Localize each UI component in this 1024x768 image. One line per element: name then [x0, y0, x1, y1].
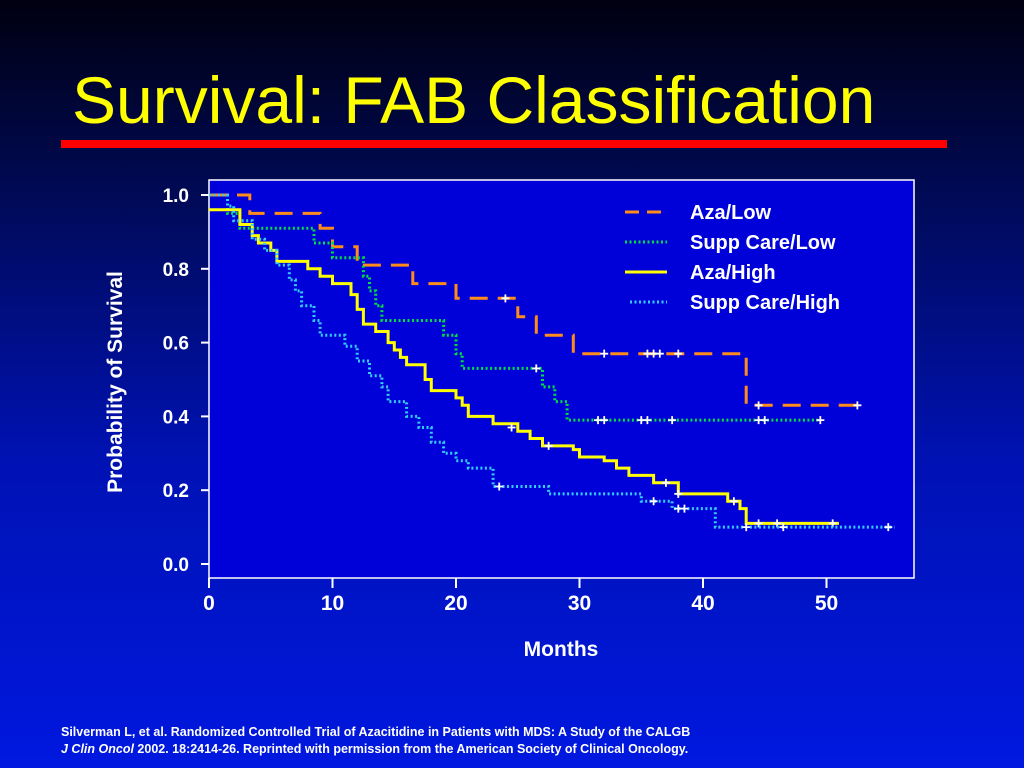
- x-tick-label: 20: [444, 592, 467, 615]
- y-tick-label: 0.4: [163, 407, 190, 428]
- censor-mark: [729, 497, 738, 506]
- censor-mark: [668, 416, 677, 425]
- title-underline: [61, 140, 947, 148]
- censor-mark: [643, 416, 652, 425]
- censor-mark: [661, 478, 670, 487]
- legend-label: Aza/Low: [690, 202, 772, 224]
- censor-mark: [600, 349, 609, 358]
- censor-mark: [655, 349, 664, 358]
- y-tick-label: 0.8: [163, 260, 189, 281]
- censor-mark: [884, 523, 893, 532]
- censor-mark: [501, 294, 510, 303]
- x-tick-label: 10: [321, 592, 344, 615]
- series-line-3: [209, 208, 839, 525]
- slide-title: Survival: FAB Classification: [72, 63, 876, 137]
- censor-mark: [742, 523, 751, 532]
- y-tick-label: 0.2: [163, 481, 189, 502]
- censor-mark: [674, 349, 683, 358]
- y-tick-label: 0.6: [163, 334, 189, 355]
- censor-mark: [760, 416, 769, 425]
- series-line-2: [209, 193, 821, 422]
- censor-mark: [674, 489, 683, 498]
- citation-line-2-rest: 2002. 18:2414-26. Reprinted with permiss…: [133, 742, 689, 756]
- series-line-4: [209, 193, 895, 529]
- legend-label: Supp Care/High: [690, 292, 840, 314]
- censor-mark: [495, 482, 504, 491]
- citation: Silverman L, et al. Randomized Controlle…: [61, 724, 690, 758]
- censor-mark: [680, 504, 689, 513]
- x-tick-label: 30: [568, 592, 591, 615]
- citation-line-2: J Clin Oncol 2002. 18:2414-26. Reprinted…: [61, 741, 690, 758]
- censor-mark: [779, 523, 788, 532]
- legend-label: Aza/High: [690, 262, 776, 284]
- censor-mark: [816, 416, 825, 425]
- citation-line-1: Silverman L, et al. Randomized Controlle…: [61, 725, 691, 739]
- y-axis-label: Probability of Survival: [104, 271, 127, 493]
- y-tick-label: 0.0: [163, 555, 189, 576]
- censor-mark: [649, 497, 658, 506]
- censor-mark: [532, 364, 541, 373]
- censor-mark: [853, 401, 862, 410]
- series-line-1: [209, 193, 864, 407]
- censor-mark: [507, 423, 516, 432]
- y-tick-label: 1.0: [163, 186, 189, 207]
- x-axis-label: Months: [523, 638, 599, 661]
- plot-area: [208, 179, 915, 579]
- x-tick-label: 40: [691, 592, 714, 615]
- x-tick-label: 50: [815, 592, 838, 615]
- citation-journal: J Clin Oncol: [61, 742, 134, 756]
- censor-mark: [754, 519, 763, 528]
- x-tick-label: 0: [203, 592, 215, 615]
- censor-mark: [544, 441, 553, 450]
- censor-mark: [754, 401, 763, 410]
- censor-mark: [600, 416, 609, 425]
- legend-label: Supp Care/Low: [690, 232, 836, 254]
